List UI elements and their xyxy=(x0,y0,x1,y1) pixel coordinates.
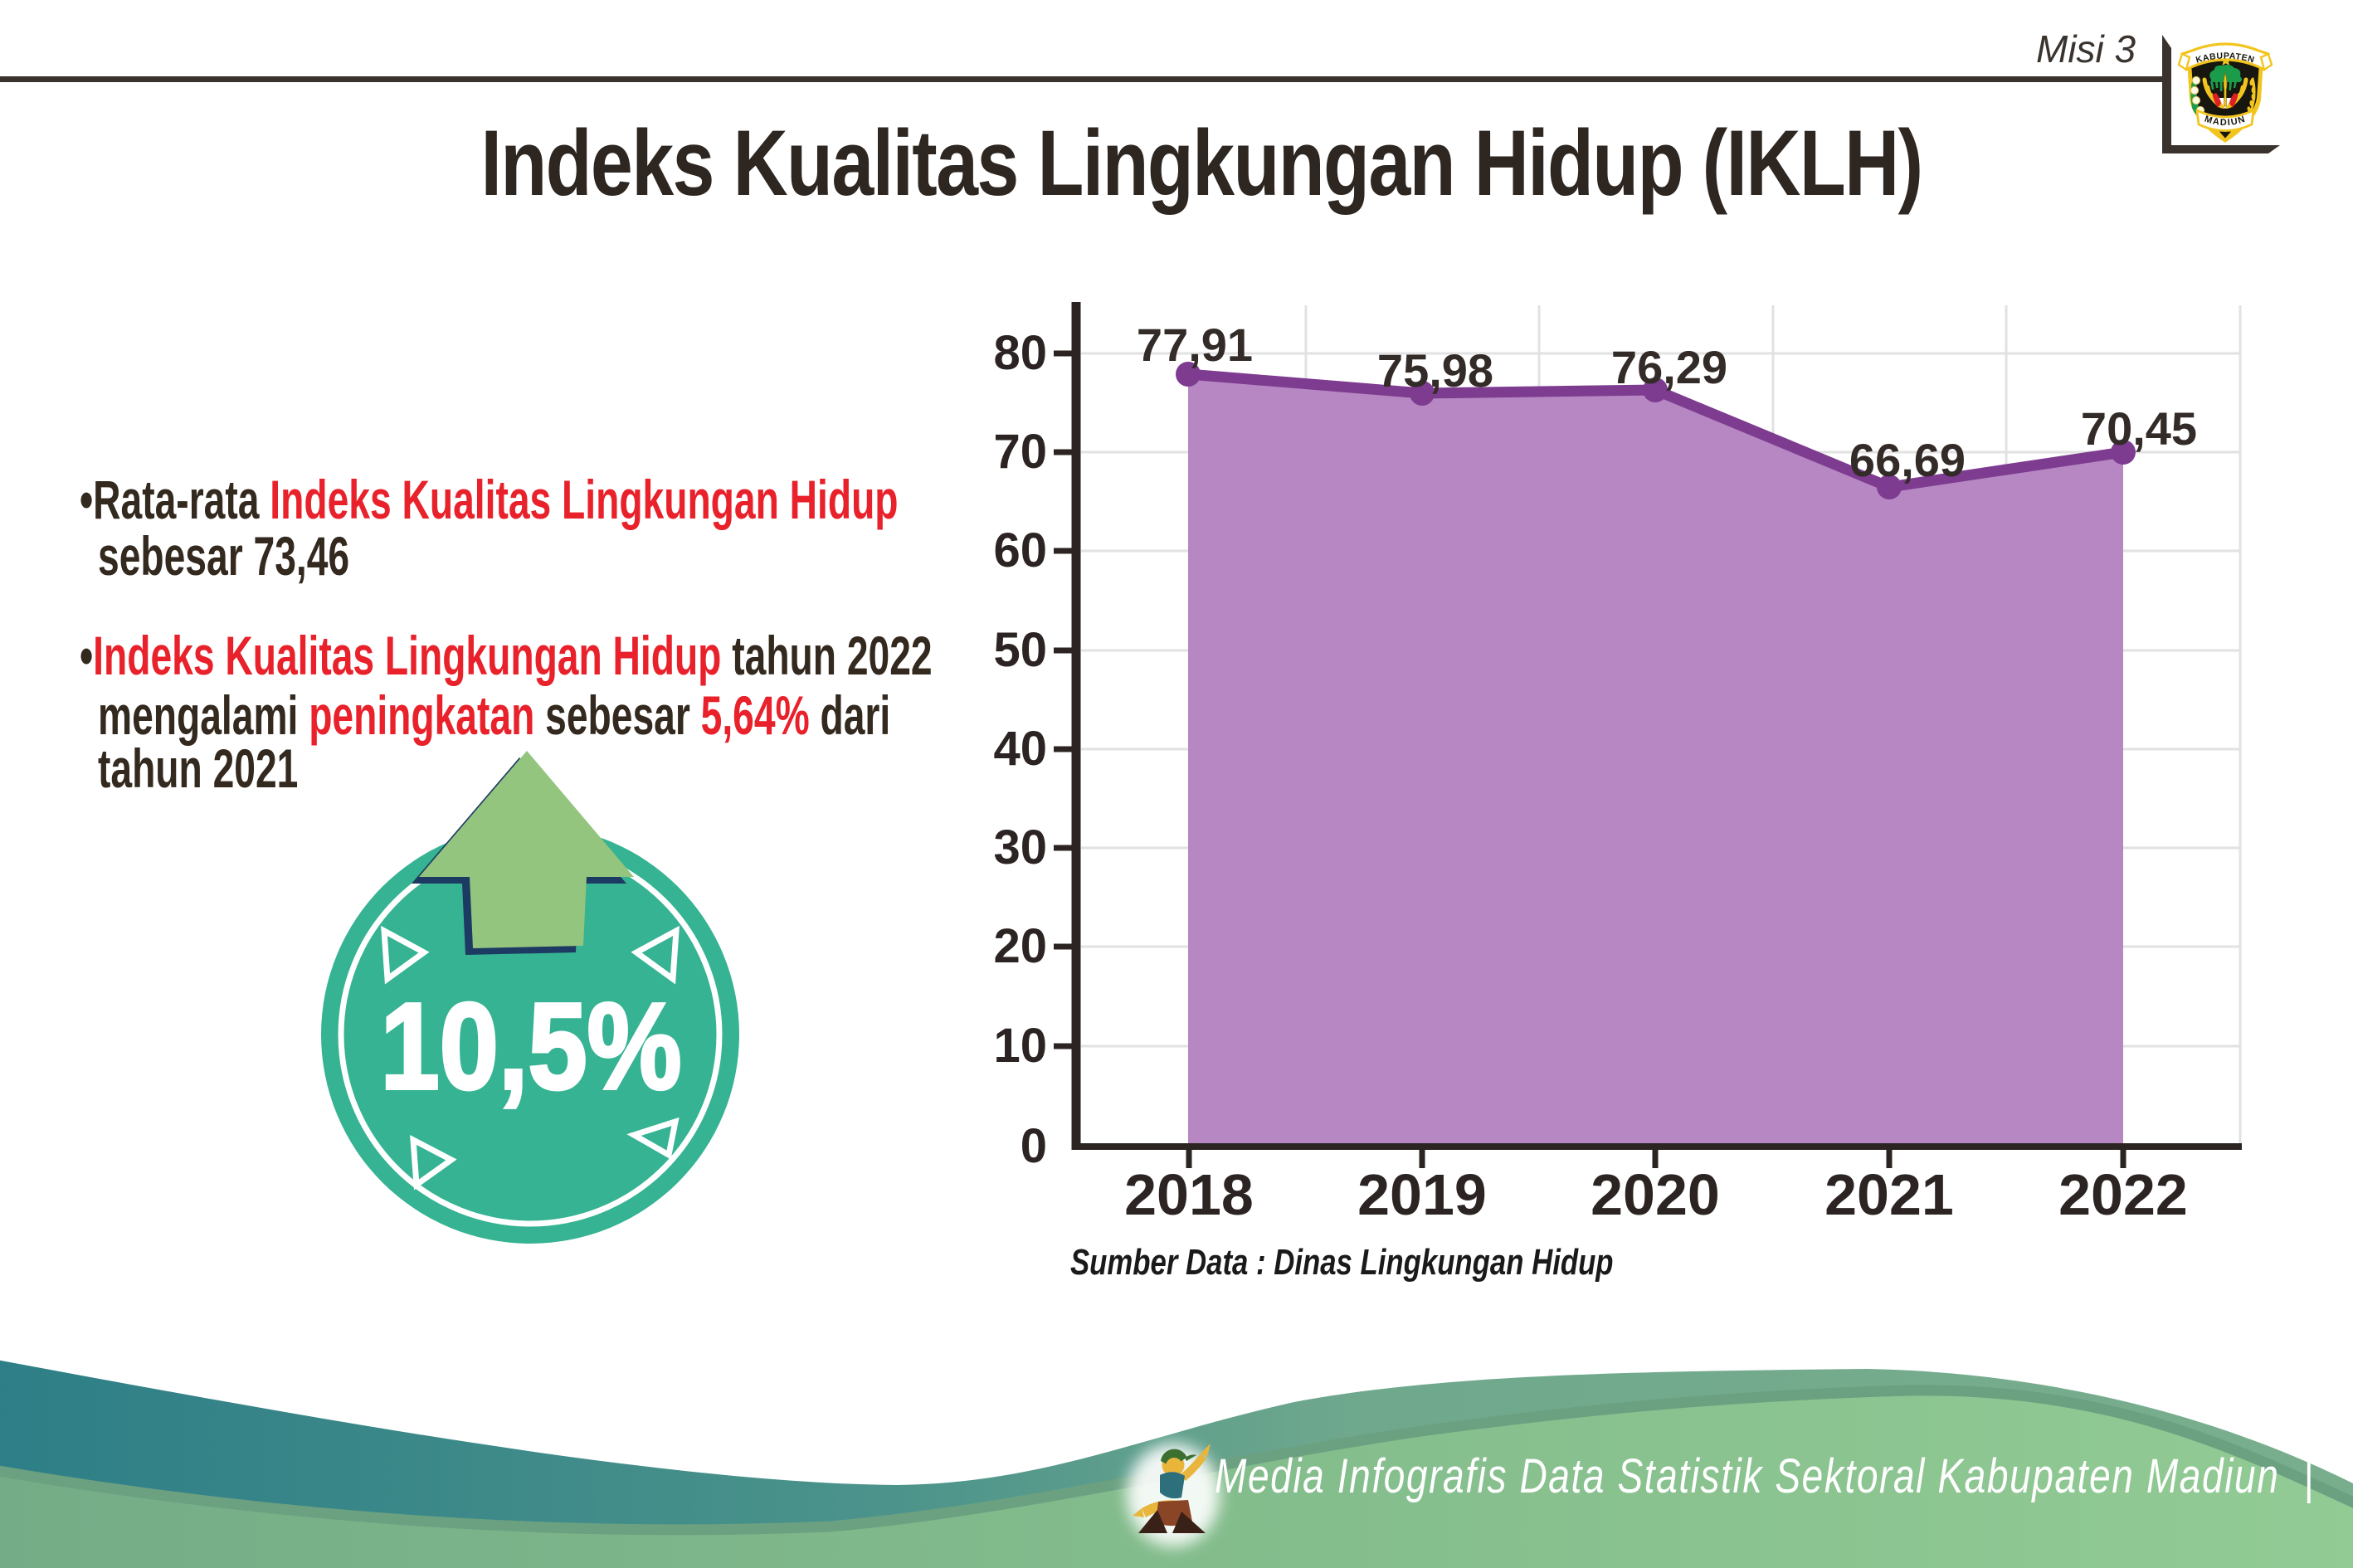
svg-text:77,91: 77,91 xyxy=(1137,319,1253,371)
svg-text:MADIUN: MADIUN xyxy=(2204,114,2248,129)
svg-text:2021: 2021 xyxy=(1824,1162,1954,1227)
svg-text:66,69: 66,69 xyxy=(1849,434,1966,486)
svg-text:20: 20 xyxy=(993,919,1047,973)
svg-text:10: 10 xyxy=(993,1019,1047,1073)
svg-text:KABUPATEN: KABUPATEN xyxy=(2195,51,2255,65)
svg-text:2018: 2018 xyxy=(1124,1162,1254,1227)
svg-text:2020: 2020 xyxy=(1591,1162,1720,1227)
svg-text:0: 0 xyxy=(1021,1119,1047,1173)
svg-text:60: 60 xyxy=(993,523,1047,577)
svg-text:Sumber Data : Dinas Lingkungan: Sumber Data : Dinas Lingkungan Hidup xyxy=(1070,1242,1614,1283)
svg-text:70,45: 70,45 xyxy=(2081,402,2197,455)
svg-text:2022: 2022 xyxy=(2058,1162,2188,1227)
svg-text:75,98: 75,98 xyxy=(1377,344,1493,397)
svg-text:50: 50 xyxy=(993,623,1047,677)
svg-text:80: 80 xyxy=(993,326,1047,380)
svg-text:40: 40 xyxy=(993,722,1047,776)
svg-text:70: 70 xyxy=(993,425,1047,479)
svg-text:2019: 2019 xyxy=(1357,1162,1487,1227)
svg-text:76,29: 76,29 xyxy=(1611,341,1727,393)
svg-text:30: 30 xyxy=(993,821,1047,874)
